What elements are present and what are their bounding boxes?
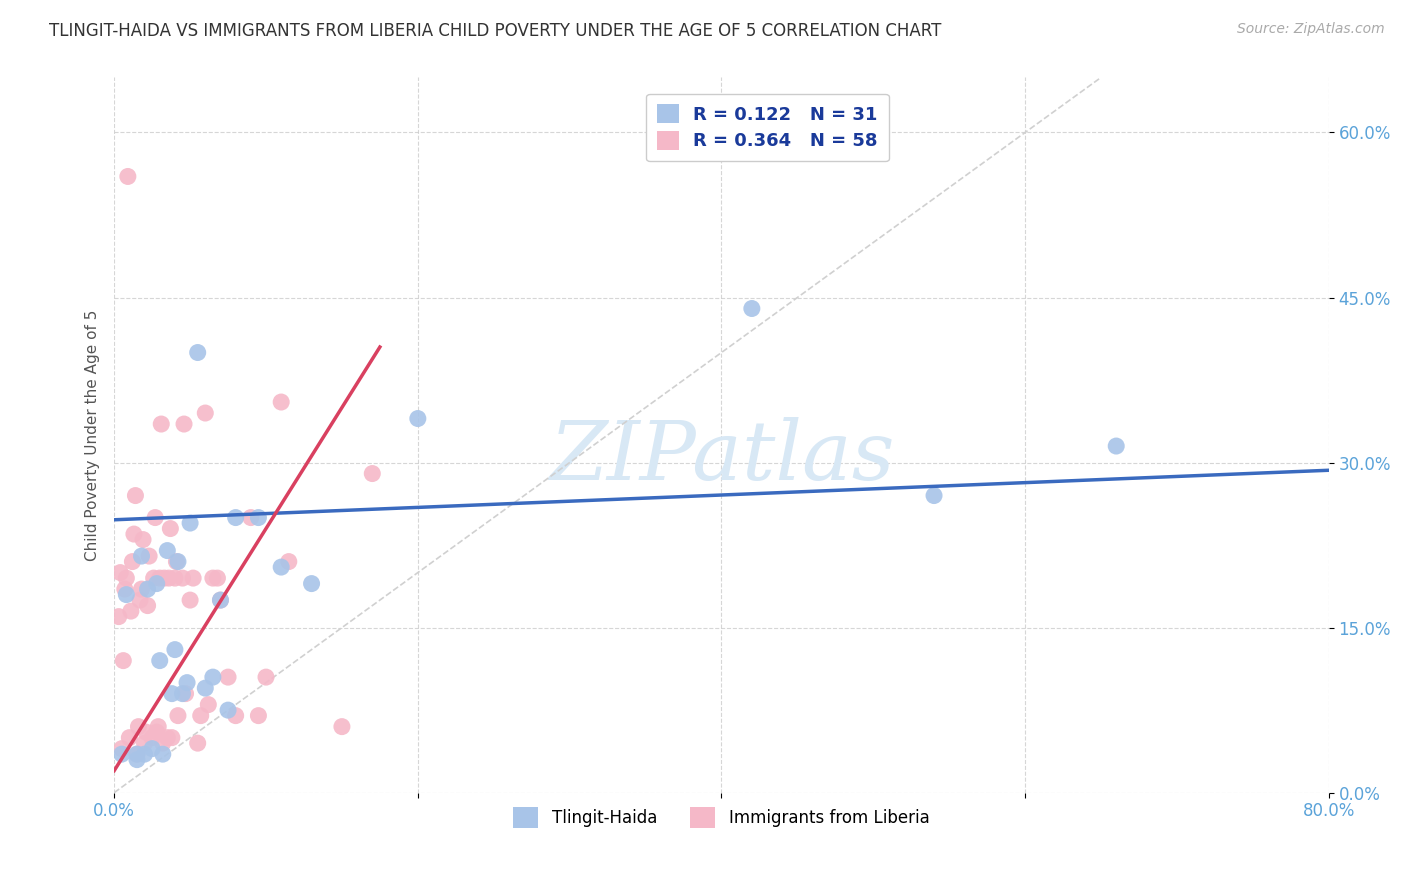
Point — [270, 395, 292, 409]
Point — [172, 571, 194, 585]
Point — [127, 720, 149, 734]
Point — [115, 571, 138, 585]
Point — [138, 549, 160, 563]
Point — [187, 736, 209, 750]
Point — [111, 747, 134, 761]
Point — [148, 720, 170, 734]
Point — [114, 582, 136, 596]
Point — [247, 510, 270, 524]
Point — [132, 533, 155, 547]
Point — [165, 555, 187, 569]
Point — [136, 599, 159, 613]
Point — [152, 747, 174, 761]
Point — [217, 703, 239, 717]
Point — [173, 417, 195, 431]
Point — [160, 687, 183, 701]
Point — [181, 571, 204, 585]
Point — [301, 576, 323, 591]
Point — [167, 708, 190, 723]
Point — [197, 698, 219, 712]
Point — [143, 510, 166, 524]
Point — [125, 753, 148, 767]
Point — [406, 411, 429, 425]
Point — [187, 345, 209, 359]
Point — [190, 708, 212, 723]
Point — [172, 687, 194, 701]
Point — [131, 549, 153, 563]
Point — [922, 489, 945, 503]
Point — [125, 747, 148, 761]
Point — [122, 527, 145, 541]
Point — [163, 571, 186, 585]
Point — [131, 582, 153, 596]
Point — [157, 571, 180, 585]
Point — [115, 588, 138, 602]
Point — [179, 593, 201, 607]
Point — [277, 555, 299, 569]
Y-axis label: Child Poverty Under the Age of 5: Child Poverty Under the Age of 5 — [86, 310, 100, 561]
Point — [225, 510, 247, 524]
Point — [136, 582, 159, 596]
Point — [149, 571, 172, 585]
Point — [112, 654, 135, 668]
Point — [201, 571, 224, 585]
Text: ZIPatlas: ZIPatlas — [548, 417, 894, 497]
Point — [142, 571, 165, 585]
Point — [741, 301, 763, 316]
Point — [150, 417, 173, 431]
Point — [118, 731, 141, 745]
Point — [179, 516, 201, 530]
Point — [217, 670, 239, 684]
Point — [247, 708, 270, 723]
Point — [121, 555, 143, 569]
Point — [125, 747, 148, 761]
Point — [145, 576, 167, 591]
Point — [149, 654, 172, 668]
Point — [152, 736, 174, 750]
Point — [176, 675, 198, 690]
Point — [225, 708, 247, 723]
Point — [120, 604, 142, 618]
Point — [1105, 439, 1128, 453]
Point — [156, 543, 179, 558]
Point — [159, 522, 181, 536]
Point — [254, 670, 277, 684]
Point — [134, 747, 156, 761]
Text: Source: ZipAtlas.com: Source: ZipAtlas.com — [1237, 22, 1385, 37]
Point — [330, 720, 353, 734]
Point — [141, 741, 163, 756]
Point — [141, 731, 163, 745]
Point — [167, 555, 190, 569]
Point — [107, 609, 129, 624]
Point — [207, 571, 229, 585]
Point — [239, 510, 262, 524]
Point — [209, 593, 232, 607]
Point — [156, 731, 179, 745]
Point — [361, 467, 384, 481]
Point — [145, 725, 167, 739]
Point — [174, 687, 197, 701]
Point — [110, 566, 132, 580]
Point — [129, 593, 152, 607]
Point — [134, 736, 156, 750]
Point — [153, 571, 176, 585]
Point — [135, 725, 157, 739]
Text: TLINGIT-HAIDA VS IMMIGRANTS FROM LIBERIA CHILD POVERTY UNDER THE AGE OF 5 CORREL: TLINGIT-HAIDA VS IMMIGRANTS FROM LIBERIA… — [49, 22, 942, 40]
Point — [201, 670, 224, 684]
Point — [160, 731, 183, 745]
Point — [111, 741, 134, 756]
Point — [163, 642, 186, 657]
Point — [117, 169, 139, 184]
Point — [194, 681, 217, 695]
Point — [270, 560, 292, 574]
Point — [194, 406, 217, 420]
Point — [209, 593, 232, 607]
Point — [124, 489, 146, 503]
Legend: Tlingit-Haida, Immigrants from Liberia: Tlingit-Haida, Immigrants from Liberia — [506, 801, 936, 834]
